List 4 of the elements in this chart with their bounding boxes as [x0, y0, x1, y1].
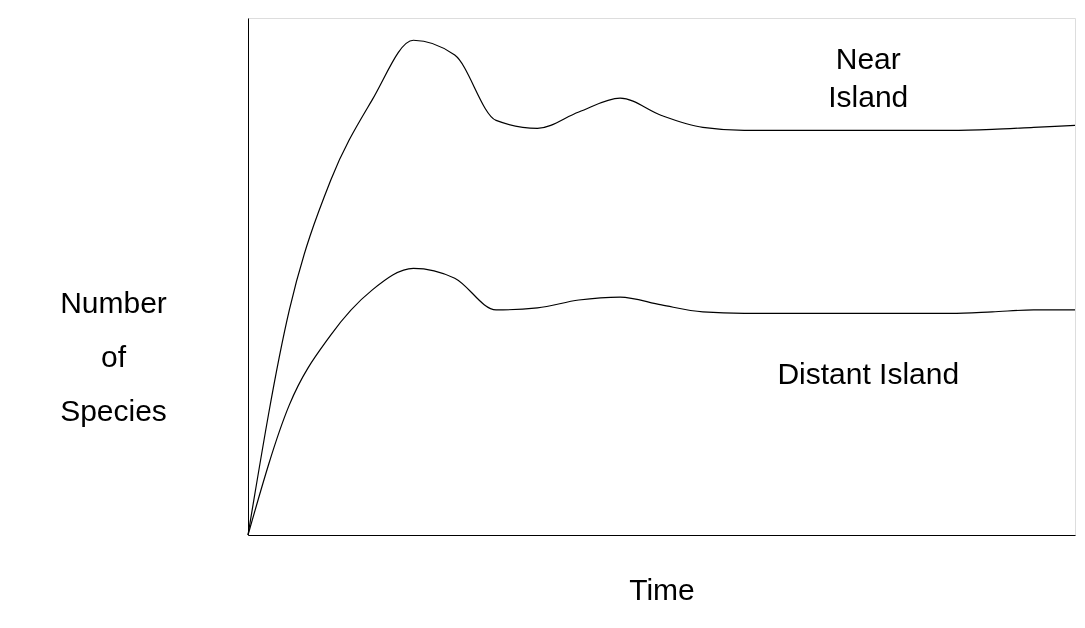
series-label: Distant Island — [777, 357, 960, 391]
x-axis-title: Time — [629, 572, 695, 606]
series-label: Near Island — [828, 42, 909, 114]
y-axis-title: Number of Species — [60, 285, 167, 427]
